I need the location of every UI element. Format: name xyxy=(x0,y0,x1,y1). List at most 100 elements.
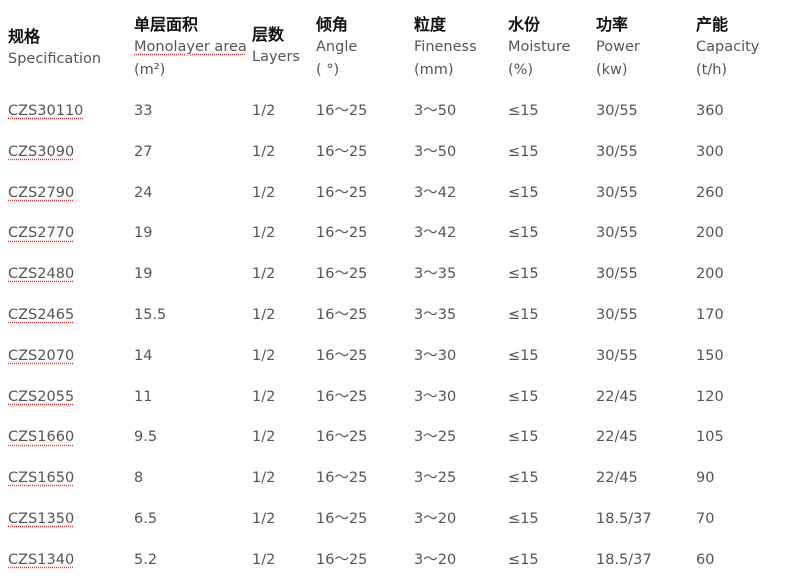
table-cell: 19 xyxy=(134,266,153,283)
table-cell: ≤15 xyxy=(508,551,539,568)
table-cell: 360 xyxy=(696,103,724,119)
column-header: 粒度 Fineness (mm) xyxy=(414,14,477,82)
table-cell: ≤15 xyxy=(508,266,539,283)
header-en: Power xyxy=(596,39,640,55)
table-cell: 3～35 xyxy=(414,266,457,283)
table-cell: ≤15 xyxy=(508,103,539,119)
table-cell: 16～25 xyxy=(316,429,368,446)
table-cell: 16～25 xyxy=(316,143,368,160)
table-cell: ≤15 xyxy=(508,307,539,323)
table-cell: 24 xyxy=(134,184,153,201)
table-cell: CZS2070 xyxy=(8,347,75,364)
table-cell: 5.2 xyxy=(134,551,158,568)
table-cell: 30/55 xyxy=(596,347,638,364)
column-header: 功率 Power (kw) xyxy=(596,14,640,82)
table-cell: 260 xyxy=(696,184,724,201)
table-cell: 30/55 xyxy=(596,143,638,160)
table-cell: 16～25 xyxy=(316,266,368,283)
table-cell: 22/45 xyxy=(596,388,638,405)
table-cell: CZS1660 xyxy=(8,429,75,446)
header-en: Capacity xyxy=(696,39,760,55)
header-unit: (%) xyxy=(508,62,534,78)
header-zh: 规格 xyxy=(8,27,41,46)
table-cell: 18.5/37 xyxy=(596,551,652,568)
table-cell: 30/55 xyxy=(596,307,638,323)
table-cell: 22/45 xyxy=(596,470,638,487)
table-cell: 3～42 xyxy=(414,184,457,201)
table-cell: 22/45 xyxy=(596,429,638,446)
table-cell: CZS3090 xyxy=(8,143,75,160)
table-cell: 16～25 xyxy=(316,551,368,568)
table-cell: CZS2465 xyxy=(8,307,75,323)
table-cell: 1/2 xyxy=(252,511,276,527)
column-header: 产能 Capacity (t/h) xyxy=(696,14,759,82)
header-zh: 产能 xyxy=(696,15,729,34)
header-zh: 倾角 xyxy=(316,15,349,34)
table-cell: 11 xyxy=(134,388,153,405)
header-zh: 层数 xyxy=(252,25,285,44)
table-cell: 8 xyxy=(134,470,144,487)
table-cell: ≤15 xyxy=(508,388,539,405)
table-cell: CZS1340 xyxy=(8,551,75,568)
header-en: Fineness xyxy=(414,39,477,55)
table-cell: 16～25 xyxy=(316,184,368,201)
table-cell: 16～25 xyxy=(316,388,368,405)
table-cell: 16～25 xyxy=(316,307,368,323)
table-cell: 6.5 xyxy=(134,511,158,527)
table-cell: 150 xyxy=(696,347,724,364)
table-cell: 70 xyxy=(696,511,715,527)
table-cell: 19 xyxy=(134,225,153,242)
table-cell: 27 xyxy=(134,143,153,160)
table-cell: ≤15 xyxy=(508,184,539,201)
table-cell: 1/2 xyxy=(252,225,276,242)
table-cell: CZS1350 xyxy=(8,511,75,527)
table-cell: 1/2 xyxy=(252,551,276,568)
table-cell: 1/2 xyxy=(252,307,276,323)
table-cell: 3～20 xyxy=(414,551,457,568)
table-cell: 3～25 xyxy=(414,429,457,446)
table-cell: 200 xyxy=(696,266,724,283)
table-cell: 3～50 xyxy=(414,103,457,119)
header-en: Monolayer area xyxy=(134,39,247,55)
table-cell: 1/2 xyxy=(252,103,276,119)
table-cell: 1/2 xyxy=(252,143,276,160)
table-cell: 90 xyxy=(696,470,715,487)
table-cell: 14 xyxy=(134,347,153,364)
header-en: Moisture xyxy=(508,39,571,55)
table-cell: ≤15 xyxy=(508,429,539,446)
header-unit: ( °) xyxy=(316,62,340,78)
header-zh: 单层面积 xyxy=(134,15,199,34)
table-cell: CZS2480 xyxy=(8,266,75,283)
table-cell: 1/2 xyxy=(252,388,276,405)
table-cell: 9.5 xyxy=(134,429,158,446)
table-cell: 30/55 xyxy=(596,225,638,242)
table-cell: 16～25 xyxy=(316,511,368,527)
table-cell: 18.5/37 xyxy=(596,511,652,527)
table-cell: 1/2 xyxy=(252,429,276,446)
table-cell: 3～50 xyxy=(414,143,457,160)
table-cell: 105 xyxy=(696,429,724,446)
header-unit: (mm) xyxy=(414,62,454,78)
table-cell: 15.5 xyxy=(134,307,167,323)
table-cell: 30/55 xyxy=(596,184,638,201)
table-cell: 3～30 xyxy=(414,388,457,405)
header-en: Specification xyxy=(8,51,102,67)
header-zh: 粒度 xyxy=(414,15,447,34)
column-header: 倾角 Angle ( °) xyxy=(316,14,357,82)
table-cell: CZS2790 xyxy=(8,184,75,201)
table-cell: 170 xyxy=(696,307,724,323)
header-en: Layers xyxy=(252,49,300,65)
table-cell: 3～25 xyxy=(414,470,457,487)
column-header: 层数 Layers xyxy=(252,24,300,69)
table-cell: 16～25 xyxy=(316,103,368,119)
header-zh: 水份 xyxy=(508,15,541,34)
table-cell: ≤15 xyxy=(508,347,539,364)
table-cell: CZS1650 xyxy=(8,470,75,487)
table-cell: 1/2 xyxy=(252,184,276,201)
table-cell: CZS30110 xyxy=(8,103,84,119)
header-en: Angle xyxy=(316,39,358,55)
table-cell: 30/55 xyxy=(596,266,638,283)
header-zh: 功率 xyxy=(596,15,629,34)
column-header: 单层面积 Monolayer area (m²) xyxy=(134,14,247,82)
table-cell: ≤15 xyxy=(508,143,539,160)
